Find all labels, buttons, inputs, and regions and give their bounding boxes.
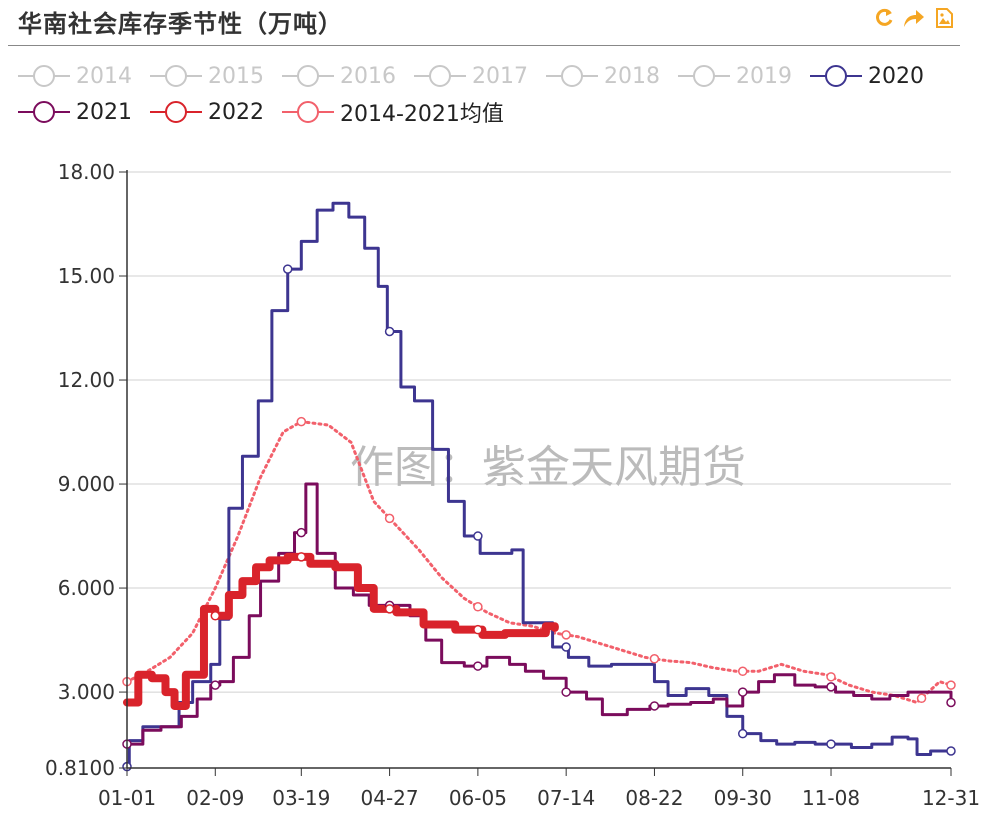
- legend-item-2020[interactable]: 2020: [810, 64, 924, 89]
- data-point-2021[interactable]: [826, 682, 836, 692]
- data-point-2021[interactable]: [296, 527, 307, 538]
- title-divider: [8, 45, 960, 46]
- x-tick-label: 02-09: [186, 786, 244, 810]
- data-point-2014-2021均值[interactable]: [296, 416, 307, 427]
- save-image-icon[interactable]: [932, 6, 956, 30]
- legend-item-2015[interactable]: 2015: [150, 64, 264, 89]
- x-tick-label: 04-27: [361, 786, 419, 810]
- x-tick-label: 06-05: [449, 786, 507, 810]
- series-line-2020[interactable]: [125, 201, 953, 769]
- refresh-icon[interactable]: [872, 6, 896, 30]
- data-point-2020[interactable]: [826, 739, 836, 749]
- share-icon[interactable]: [902, 6, 926, 30]
- series-line-2021[interactable]: [125, 482, 953, 746]
- legend-label: 2014: [76, 63, 132, 89]
- data-point-2021[interactable]: [561, 687, 571, 697]
- data-point-2020[interactable]: [473, 531, 483, 541]
- y-tick-label: 15.00: [58, 264, 115, 288]
- legend-label: 2015: [208, 63, 264, 89]
- legend-symbol-icon: [678, 65, 730, 87]
- legend-item-2021[interactable]: 2021: [18, 100, 132, 125]
- y-tick-label: 12.00: [58, 368, 115, 392]
- legend-item-2017[interactable]: 2017: [414, 64, 528, 89]
- legend-label: 2019: [736, 63, 792, 89]
- x-tick-label: 07-14: [537, 786, 595, 810]
- series-line-2014-2021均值[interactable]: [125, 420, 953, 704]
- legend-label: 2022: [208, 99, 264, 125]
- legend-label: 2018: [604, 63, 660, 89]
- data-point-2014-2021均值[interactable]: [737, 666, 748, 677]
- legend-item-2014[interactable]: 2014: [18, 64, 132, 89]
- legend-label: 2014-2021均值: [340, 102, 504, 127]
- x-tick-label: 11-08: [802, 786, 860, 810]
- data-point-2014-2021均值[interactable]: [916, 693, 927, 704]
- x-tick-label: 12-31: [922, 786, 980, 810]
- data-point-2014-2021均值[interactable]: [384, 513, 395, 524]
- legend-symbol-icon: [18, 101, 70, 123]
- data-point-2021[interactable]: [649, 701, 660, 711]
- legend-item-2018[interactable]: 2018: [546, 64, 660, 89]
- legend-item-2019[interactable]: 2019: [678, 64, 792, 89]
- data-point-2022[interactable]: [296, 552, 307, 562]
- y-tick-label: 0.8100: [45, 756, 115, 780]
- data-point-2014-2021均值[interactable]: [649, 654, 660, 664]
- data-point-2014-2021均值[interactable]: [473, 602, 483, 612]
- data-point-2021[interactable]: [946, 697, 956, 708]
- data-point-2014-2021均值[interactable]: [946, 680, 956, 690]
- data-point-2021[interactable]: [737, 687, 748, 697]
- chart-title: 华南社会库存季节性（万吨）: [18, 9, 343, 38]
- watermark: 作图：紫金天风期货: [350, 442, 746, 493]
- legend-item-2016[interactable]: 2016: [282, 64, 396, 89]
- legend-symbol-icon: [282, 65, 334, 87]
- x-tick-label: 03-19: [272, 786, 330, 810]
- legend-item-2022[interactable]: 2022: [150, 100, 264, 125]
- data-point-2020[interactable]: [282, 264, 293, 274]
- legend-symbol-icon: [546, 65, 598, 87]
- legend-row: 2014 2015 2016 2017 2018 2019 2020: [18, 58, 968, 94]
- x-tick-label: 08-22: [625, 786, 683, 810]
- legend-symbol-icon: [150, 101, 202, 123]
- data-point-2021[interactable]: [210, 680, 221, 690]
- legend-row: 2021 2022 2014-2021均值: [18, 94, 968, 130]
- data-point-2014-2021均值[interactable]: [561, 630, 571, 640]
- legend-label: 2016: [340, 63, 396, 89]
- data-point-2022[interactable]: [210, 611, 221, 621]
- legend-symbol-icon: [150, 65, 202, 87]
- x-tick-label: 01-01: [98, 786, 156, 810]
- legend-label: 2020: [868, 63, 924, 89]
- legend-symbol-icon: [810, 65, 862, 87]
- legend-label: 2021: [76, 99, 132, 125]
- y-tick-label: 9.000: [58, 472, 115, 496]
- legend-label: 2017: [472, 63, 528, 89]
- legend-symbol-icon: [414, 65, 466, 87]
- data-point-2020[interactable]: [384, 326, 395, 337]
- data-point-2020[interactable]: [737, 728, 748, 739]
- data-point-2014-2021均值[interactable]: [826, 672, 836, 682]
- y-tick-label: 3.000: [58, 680, 115, 704]
- data-point-2021[interactable]: [473, 661, 483, 671]
- legend-symbol-icon: [282, 101, 334, 123]
- data-point-2020[interactable]: [946, 746, 956, 756]
- data-point-2022[interactable]: [384, 604, 395, 614]
- toolbox: [872, 6, 956, 30]
- legend-item-2014-2021均值[interactable]: 2014-2021均值: [282, 96, 504, 128]
- y-tick-label: 18.00: [58, 160, 115, 184]
- legend-symbol-icon: [18, 65, 70, 87]
- data-point-2022[interactable]: [473, 624, 483, 635]
- y-tick-label: 6.000: [58, 576, 115, 600]
- data-point-2020[interactable]: [561, 642, 571, 652]
- x-tick-label: 09-30: [714, 786, 772, 810]
- legend: 2014 2015 2016 2017 2018 2019 2020 2021 2022 201…: [18, 58, 968, 130]
